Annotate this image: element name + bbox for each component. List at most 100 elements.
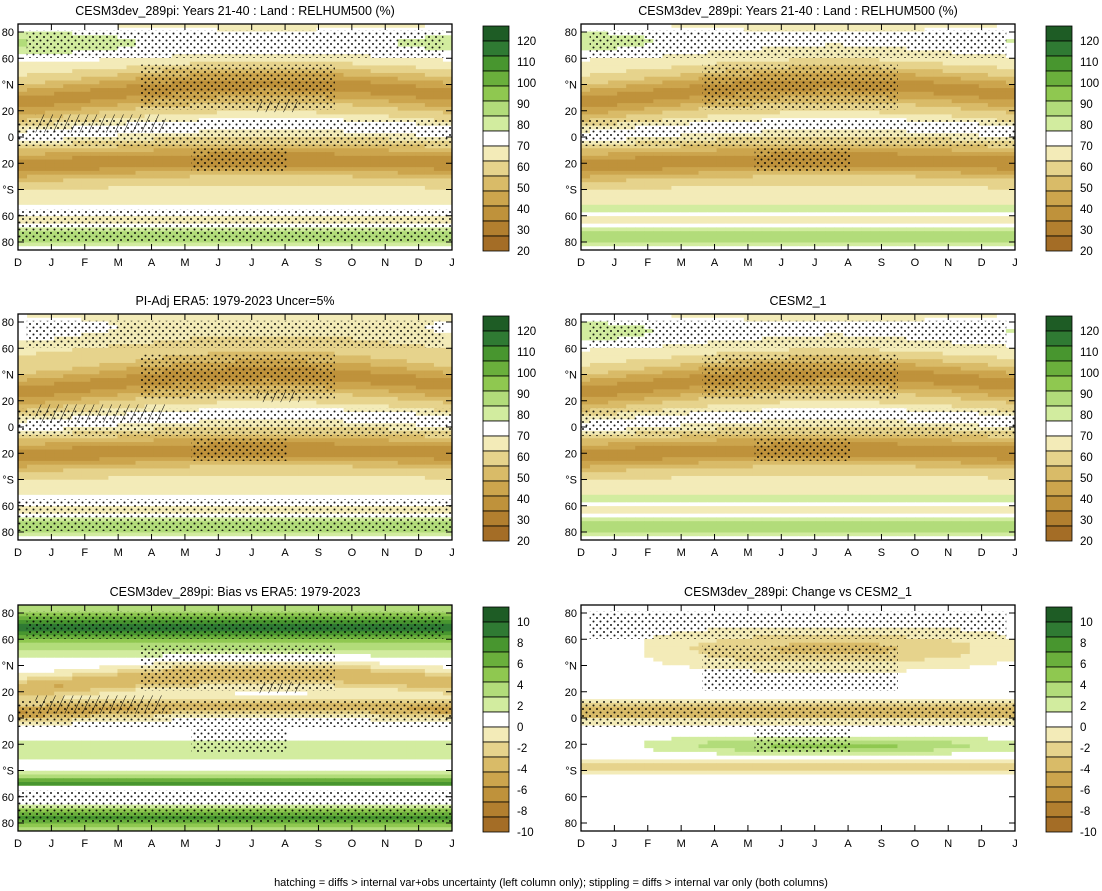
heatmap-cell [334,163,344,168]
heatmap-cell [45,152,55,157]
heatmap-cell [18,24,28,29]
heatmap-cell [189,24,200,29]
heatmap-cell [54,27,64,32]
heatmap-cell [180,189,191,194]
heatmap-cell [198,246,209,251]
heatmap-cell [27,69,37,74]
heatmap-cell [27,174,37,179]
heatmap-cell [662,95,672,100]
heatmap-cell [72,174,82,179]
heatmap-cell [117,163,127,168]
colorbar-swatch [482,235,510,252]
heatmap-cell [406,185,417,191]
heatmap-cell [334,114,344,119]
heatmap-cell [617,84,627,89]
heatmap-cell [90,84,100,89]
heatmap-cell [45,88,55,93]
heatmap-cell [189,61,200,66]
heatmap-cell [316,182,326,187]
heatmap-cell [117,167,127,172]
heatmap-cell [162,185,173,191]
heatmap-cell [415,24,426,29]
colorbar-swatch [482,160,510,177]
heatmap-cell [969,95,980,100]
heatmap-cell [644,155,654,160]
heatmap-cell [325,178,335,183]
heatmap-cell [370,170,381,176]
heatmap-cell [743,24,754,29]
heatmap-cell [816,144,826,149]
heatmap-cell [680,163,690,168]
heatmap-cell [978,148,989,153]
heatmap-cell [433,242,444,247]
heatmap-cell [590,178,600,183]
heatmap-cell [81,148,91,153]
heatmap-cell [906,114,916,119]
heatmap-cell [924,61,935,66]
heatmap-cell [280,193,290,198]
heatmap-cell [388,99,399,104]
heatmap-cell [788,174,799,179]
heatmap-cell [761,114,772,119]
heatmap-cell [707,144,718,149]
heatmap-cell [662,80,672,85]
heatmap-cell [987,103,998,108]
heatmap-cell [225,174,236,179]
heatmap-cell [90,155,100,160]
heatmap-cell [442,197,453,202]
heatmap-cell [126,76,136,81]
heatmap-cell [978,167,989,172]
heatmap-cell [671,27,681,32]
heatmap-cell [662,24,672,29]
heatmap-cell [978,114,989,119]
heatmap-cell [406,144,417,149]
heatmap-cell [752,114,763,119]
heatmap-cell [370,159,381,164]
heatmap-cell [978,95,989,100]
heatmap-cell [406,84,417,89]
heatmap-cell [126,148,136,153]
heatmap-cell [761,61,772,66]
heatmap-cell [987,80,998,85]
heatmap-cell [442,114,453,119]
heatmap-cell [262,189,272,194]
heatmap-cell [933,174,944,179]
heatmap-cell [298,27,308,32]
heatmap-cell [996,84,1007,89]
heatmap-cell [644,159,654,164]
heatmap-cell [343,69,353,74]
heatmap-cell [581,88,591,93]
heatmap-cell [788,144,799,149]
heatmap-cell [379,163,390,168]
heatmap-cell [343,242,353,247]
heatmap-cell [734,57,745,63]
heatmap-cell [698,57,708,63]
heatmap-cell [1005,69,1016,74]
heatmap-cell [581,99,591,104]
heatmap-cell [798,144,808,149]
heatmap-cell [27,242,37,247]
heatmap-cell [689,114,699,119]
heatmap-cell [271,201,281,206]
heatmap-cell [888,144,898,149]
heatmap-cell [960,178,971,183]
heatmap-cell [608,155,618,160]
heatmap-cell [361,103,372,108]
heatmap-cell [716,110,727,115]
heatmap-cell [617,95,627,100]
heatmap-cell [644,99,654,104]
heatmap-cell [289,178,299,183]
heatmap-cell [117,106,127,112]
heatmap-cell [262,144,272,149]
heatmap-cell [933,84,944,89]
heatmap-cell [117,61,127,66]
heatmap-cell [843,57,853,63]
heatmap-cell [689,95,699,100]
heatmap-cell [117,91,127,96]
heatmap-cell [415,174,426,179]
heatmap-cell [397,163,408,168]
heatmap-cell [442,163,453,168]
heatmap-cell [18,167,28,172]
y-tick-label: 60 [2,53,14,65]
heatmap-cell [298,61,308,66]
